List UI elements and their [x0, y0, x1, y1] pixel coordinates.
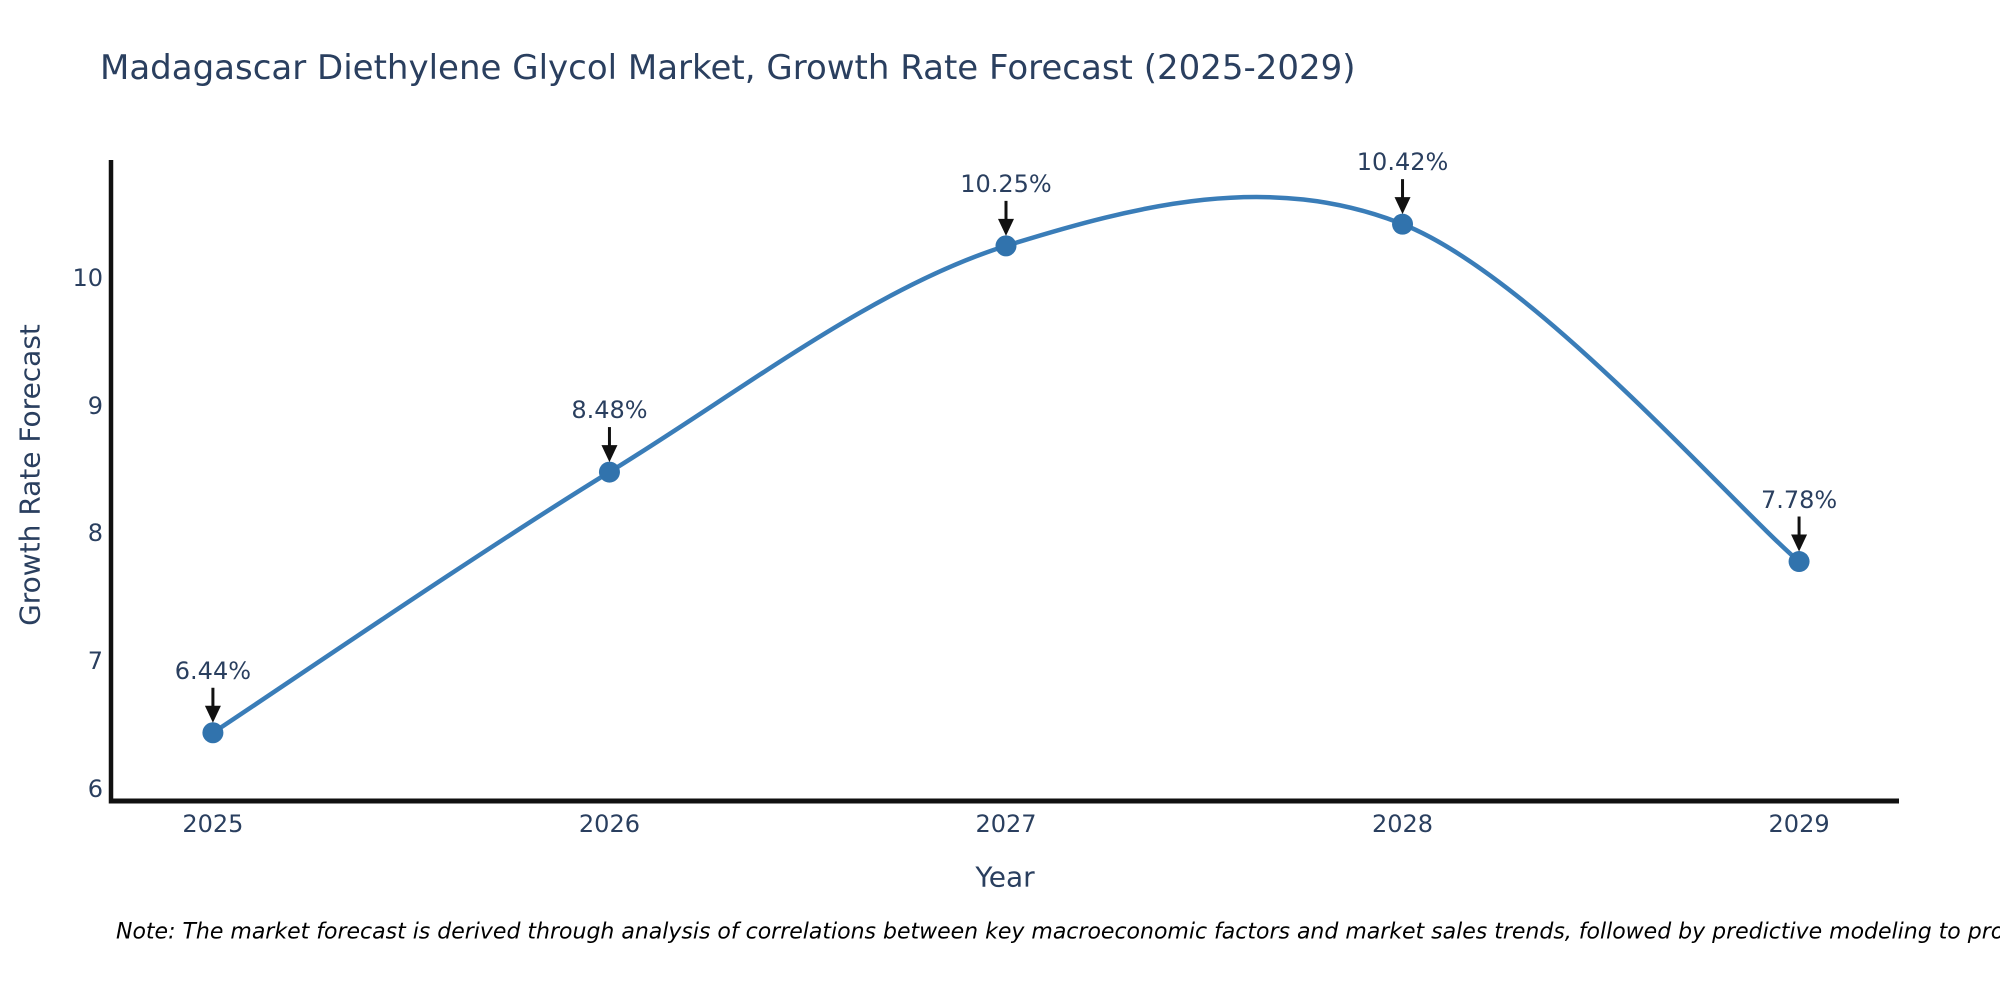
- data-point-label: 10.42%: [1356, 148, 1449, 177]
- data-point-marker: [1788, 551, 1810, 573]
- chart-title: Madagascar Diethylene Glycol Market, Gro…: [100, 48, 1356, 88]
- x-tick-label: 2027: [975, 810, 1037, 838]
- y-tick-label: 10: [72, 263, 103, 292]
- x-tick-label: 2025: [182, 810, 244, 838]
- forecast-curve: [211, 194, 1801, 735]
- data-point-marker: [202, 722, 224, 744]
- annotation-arrowhead: [1394, 197, 1411, 215]
- annotation-arrowhead: [997, 218, 1014, 236]
- annotation-arrowhead: [204, 705, 221, 723]
- annotation-arrowhead: [601, 445, 618, 463]
- data-point-label: 7.78%: [1760, 485, 1838, 514]
- data-point-marker: [995, 235, 1017, 257]
- data-point-marker: [598, 461, 620, 483]
- data-point-marker: [1392, 213, 1414, 235]
- data-point-label: 10.25%: [960, 169, 1052, 198]
- data-point-label: 6.44%: [174, 656, 252, 685]
- y-tick-label: 8: [87, 519, 103, 548]
- y-tick-label: 6: [87, 774, 103, 803]
- x-axis-title: Year: [975, 860, 1035, 894]
- x-tick-label: 2026: [578, 810, 640, 838]
- x-tick-label: 2029: [1768, 810, 1830, 838]
- footnote: Note: The market forecast is derived thr…: [116, 919, 2000, 945]
- x-tick-label: 2028: [1371, 810, 1434, 838]
- annotation-arrowhead: [1791, 534, 1808, 552]
- y-tick-label: 7: [87, 647, 103, 676]
- data-point-label: 8.48%: [571, 396, 648, 425]
- y-tick-label: 9: [87, 391, 103, 420]
